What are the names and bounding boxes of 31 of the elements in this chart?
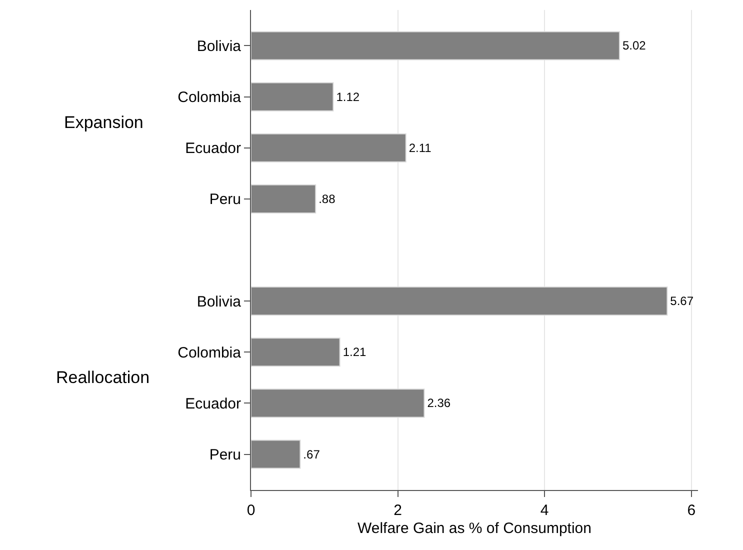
data-label: .88 bbox=[318, 192, 336, 206]
x-tick-label: 2 bbox=[394, 502, 402, 519]
y-tick-label: Ecuador bbox=[185, 395, 241, 412]
data-label: 5.67 bbox=[670, 294, 694, 308]
bar bbox=[251, 31, 620, 60]
x-tick-label: 4 bbox=[540, 502, 549, 519]
data-label: .67 bbox=[303, 447, 320, 462]
data-label: 2.36 bbox=[427, 396, 451, 410]
bar bbox=[251, 133, 406, 162]
bar bbox=[251, 184, 316, 214]
y-tick-label: Peru bbox=[209, 446, 241, 464]
x-tick-label: 6 bbox=[687, 502, 696, 519]
data-label: 5.02 bbox=[622, 38, 646, 53]
x-tick-label: 0 bbox=[246, 502, 256, 519]
bar bbox=[251, 82, 334, 112]
data-label: 1.12 bbox=[336, 90, 360, 104]
data-label: 1.21 bbox=[342, 345, 366, 360]
y-tick-label: Ecuador bbox=[185, 140, 241, 158]
text: Expansion bbox=[64, 113, 144, 132]
y-tick-label: Peru bbox=[209, 191, 241, 208]
bar bbox=[251, 286, 668, 316]
data-label: 2.11 bbox=[408, 140, 432, 155]
text: Reallocation bbox=[56, 368, 150, 387]
y-tick-label: Bolivia bbox=[196, 293, 242, 310]
bar bbox=[251, 440, 301, 469]
bar bbox=[251, 388, 425, 418]
y-tick-label: Bolivia bbox=[196, 38, 242, 55]
bar bbox=[251, 338, 340, 367]
y-tick-label: Colombia bbox=[178, 89, 242, 106]
x-axis-title: Welfare Gain as % of Consumption bbox=[357, 520, 592, 537]
y-tick-label: Colombia bbox=[178, 344, 242, 362]
